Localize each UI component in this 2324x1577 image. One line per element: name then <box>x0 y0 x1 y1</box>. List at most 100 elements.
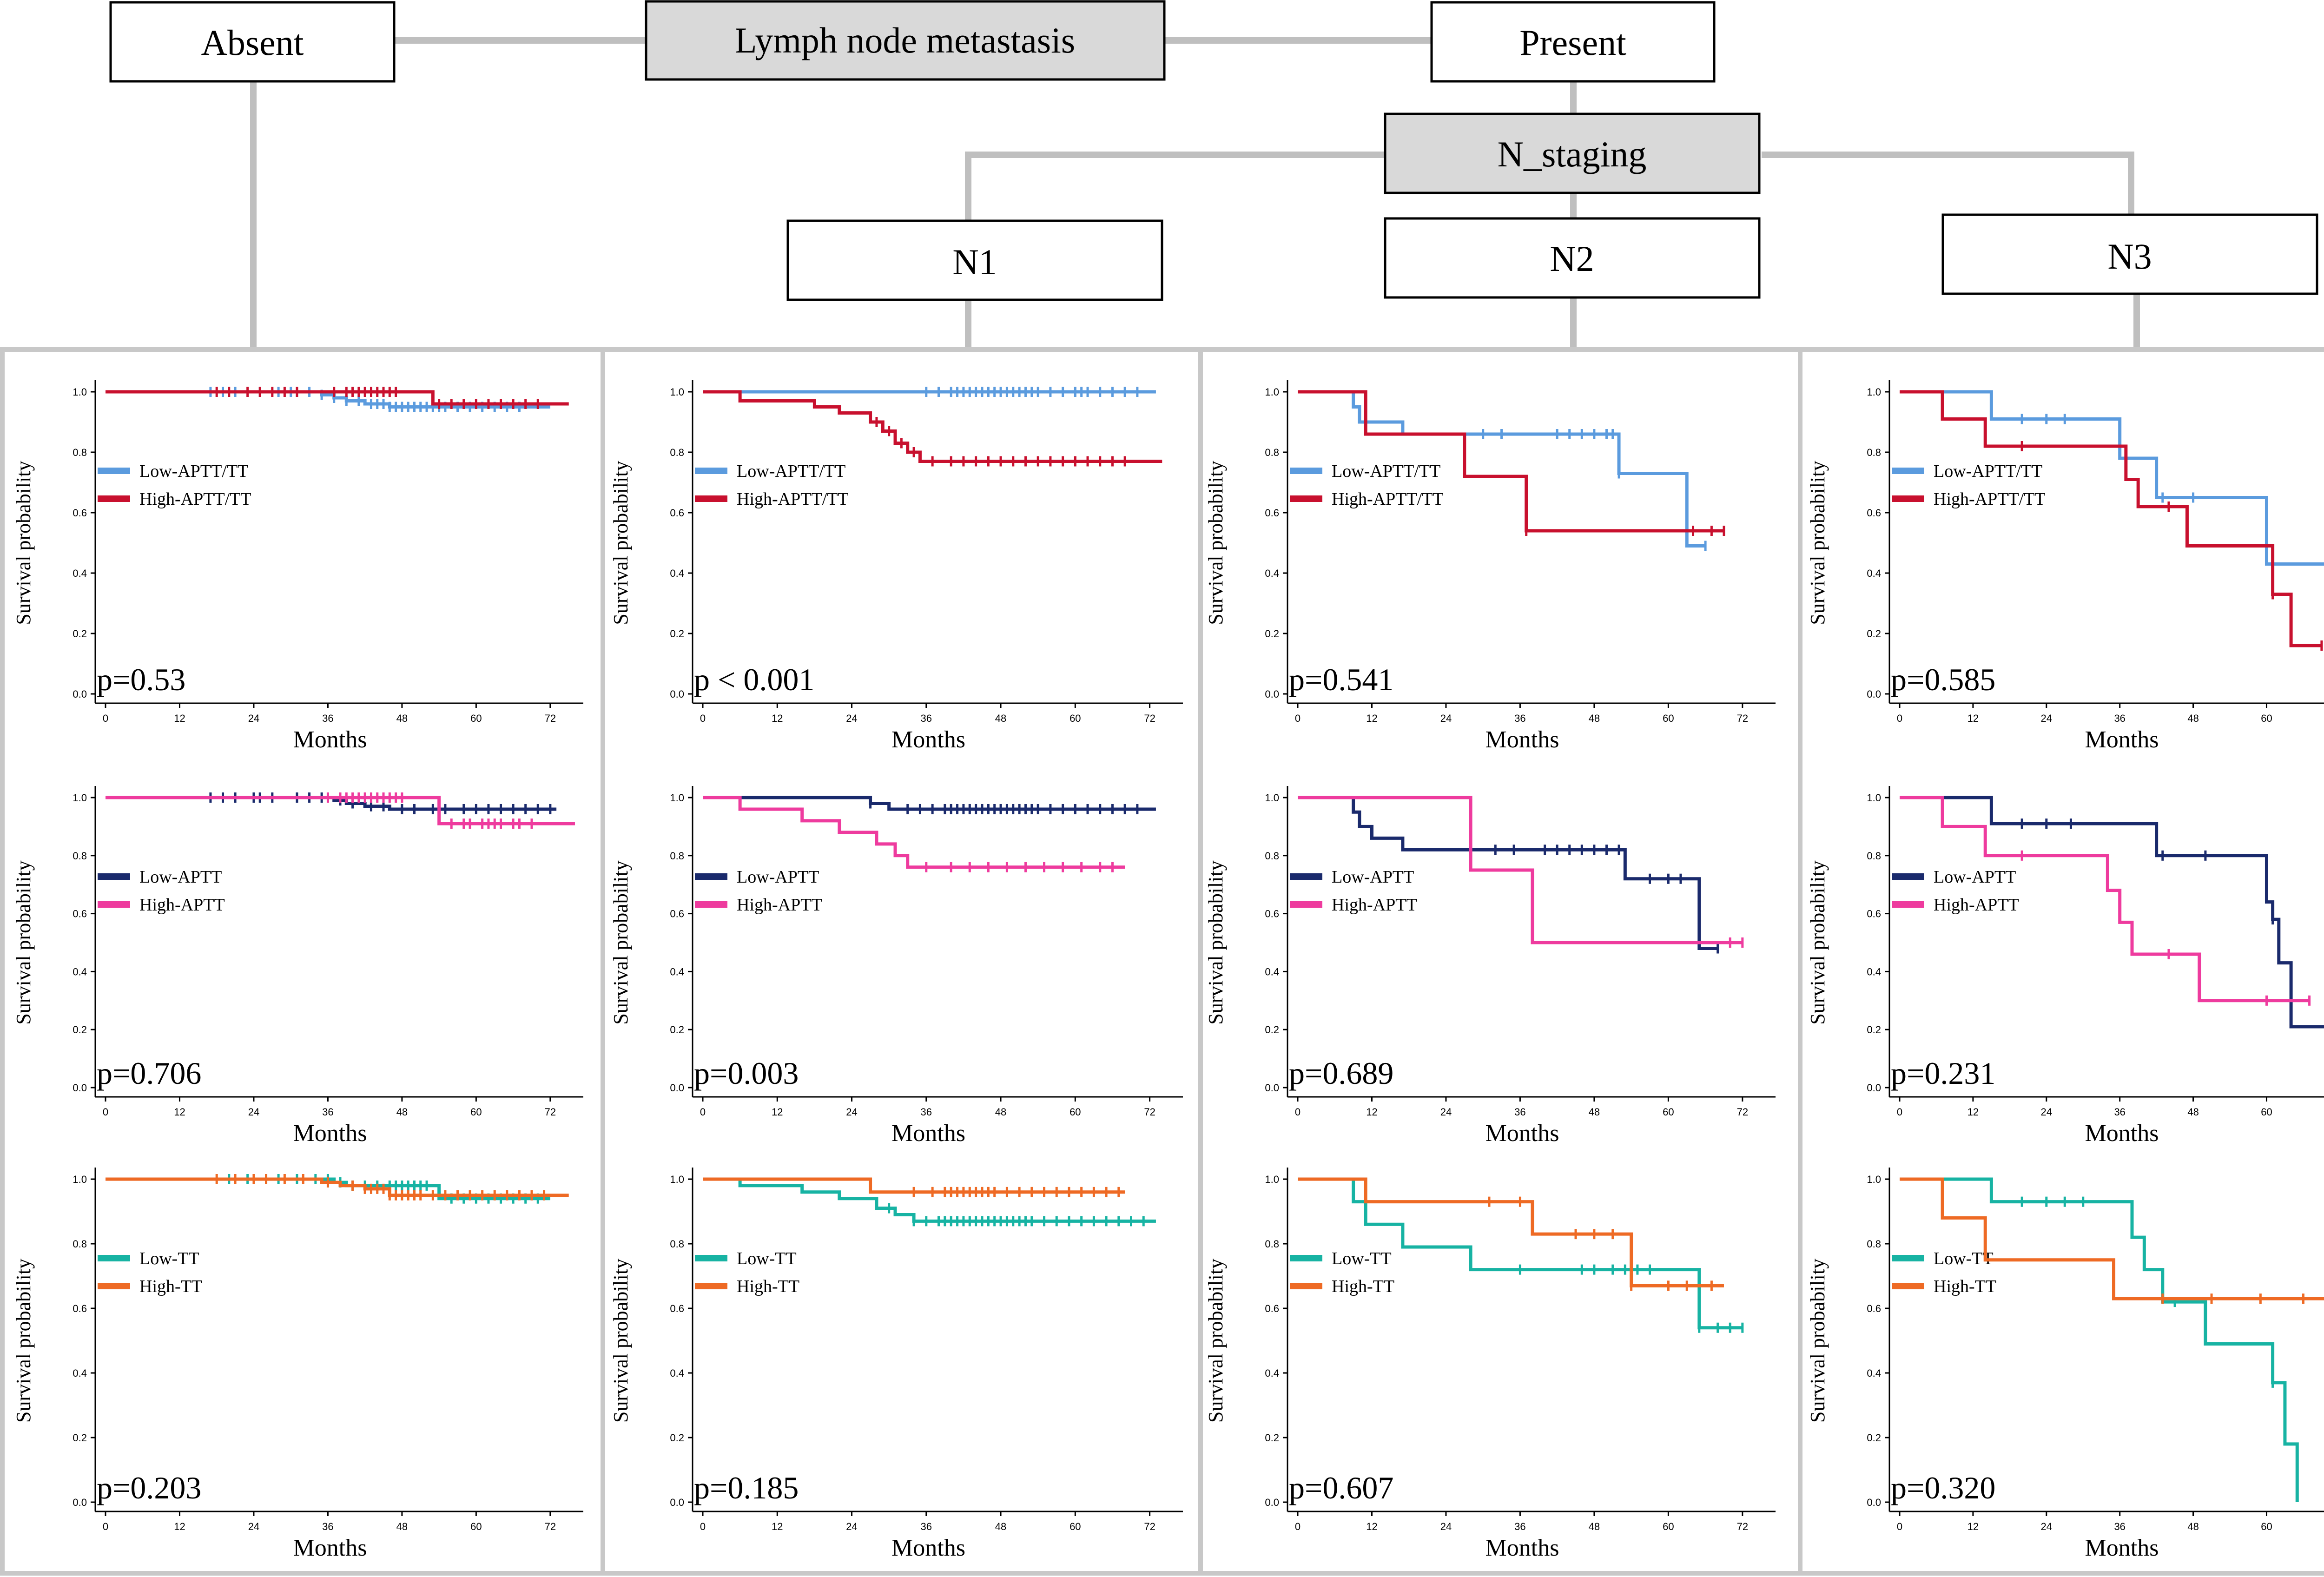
y-tick-label: 0.8 <box>1867 1238 1881 1250</box>
x-axis-label: Months <box>2085 726 2159 753</box>
legend-label: Low-TT <box>139 1249 199 1268</box>
p-value: p < 0.001 <box>694 662 814 697</box>
y-tick-label: 0.8 <box>670 850 684 862</box>
y-tick-label: 0.6 <box>1867 908 1881 920</box>
km-plot-n2-tt: 0.0 0.2 0.4 0.6 0.8 1.0 0 12 24 36 48 60 72 Months Sur… <box>1204 1168 1776 1561</box>
p-value: p=0.231 <box>1891 1056 1995 1091</box>
x-tick-label: 12 <box>1967 1521 1979 1532</box>
tree-node-staging: N_staging <box>1384 112 1761 194</box>
x-tick-label: 24 <box>2041 713 2052 724</box>
survival-curve <box>703 1177 1156 1223</box>
x-tick-label: 72 <box>545 713 556 724</box>
y-axis-label: Survival probability <box>12 461 35 625</box>
survival-curve <box>1900 390 2322 647</box>
x-axis-label: Months <box>2085 1535 2159 1561</box>
y-tick-label: 1.0 <box>73 792 87 804</box>
y-tick-label: 0.4 <box>1867 966 1881 977</box>
y-tick-label: 0.8 <box>1867 850 1881 862</box>
x-tick-label: 12 <box>1967 1106 1979 1118</box>
x-tick-label: 60 <box>2261 1521 2272 1532</box>
legend-label: Low-APTT <box>1332 867 1414 887</box>
series-high-tt <box>703 1177 1125 1197</box>
x-tick-label: 48 <box>2187 1106 2199 1118</box>
x-tick-label: 12 <box>772 1106 783 1118</box>
y-tick-label: 0.6 <box>1265 1303 1279 1314</box>
y-tick-label: 0.6 <box>670 908 684 920</box>
x-tick-label: 36 <box>1514 713 1525 724</box>
x-tick-label: 36 <box>2114 713 2125 724</box>
tree-node-present: Present <box>1430 1 1716 83</box>
y-tick-label: 0.4 <box>1265 567 1279 579</box>
legend-label: Low-APTT/TT <box>139 462 248 481</box>
y-tick-label: 0.2 <box>1265 628 1279 640</box>
node-box <box>645 0 1166 81</box>
series-high-aptt-tt <box>1298 390 1725 536</box>
y-tick-label: 0.4 <box>1265 1367 1279 1379</box>
series-low-aptt-tt <box>1298 390 1707 551</box>
legend-label: Low-APTT <box>737 867 819 887</box>
x-tick-label: 24 <box>1440 713 1452 724</box>
y-tick-label: 0.0 <box>1265 1497 1279 1508</box>
y-axis-label: Survival probability <box>609 860 632 1024</box>
x-tick-label: 60 <box>1663 1106 1674 1118</box>
y-tick-label: 0.8 <box>73 850 87 862</box>
y-tick-label: 0.6 <box>670 1303 684 1314</box>
y-tick-label: 0.4 <box>73 1367 87 1379</box>
km-plot-n3-tt: 0.00.20.40.60.81.00122436486072MonthsSur… <box>1806 1168 2324 1561</box>
y-tick-label: 0.0 <box>1265 1082 1279 1094</box>
y-tick-label: 1.0 <box>1265 386 1279 398</box>
x-tick-label: 36 <box>322 1106 333 1118</box>
p-value: p=0.203 <box>97 1470 201 1505</box>
y-tick-label: 0.2 <box>1867 1024 1881 1036</box>
y-tick-label: 0.4 <box>1265 966 1279 977</box>
x-tick-label: 24 <box>1440 1521 1452 1532</box>
legend-label: Low-TT <box>1934 1249 1994 1268</box>
x-tick-label: 12 <box>1366 1106 1377 1118</box>
series-high-tt <box>106 1174 569 1201</box>
series-low-aptt-tt <box>703 387 1156 397</box>
legend-label: High-TT <box>737 1277 799 1296</box>
y-tick-label: 1.0 <box>670 1174 684 1185</box>
x-tick-label: 60 <box>1663 1521 1674 1532</box>
x-tick-label: 12 <box>772 1521 783 1532</box>
x-tick-label: 0 <box>1897 1106 1902 1118</box>
y-tick-label: 0.4 <box>1867 1367 1881 1379</box>
x-tick-label: 36 <box>921 713 932 724</box>
legend-label: Low-APTT <box>1934 867 2016 887</box>
x-tick-label: 0 <box>1897 713 1902 724</box>
x-tick-label: 0 <box>103 1106 108 1118</box>
x-tick-label: 12 <box>772 713 783 724</box>
tree-node-n2: N2 <box>1384 217 1761 299</box>
y-tick-label: 0.4 <box>670 1367 684 1379</box>
series-low-tt <box>703 1177 1156 1227</box>
legend-label: Low-APTT/TT <box>1332 462 1440 481</box>
y-tick-label: 0.2 <box>670 628 684 640</box>
km-plot-n3-aptt: 0.00.20.40.60.81.00122436486072MonthsSur… <box>1806 786 2324 1147</box>
survival-curve <box>703 796 1125 869</box>
y-tick-label: 0.0 <box>1867 688 1881 700</box>
y-tick-label: 1.0 <box>1265 792 1279 804</box>
node-label: Present <box>1519 22 1626 63</box>
p-value: p=0.706 <box>97 1056 201 1091</box>
y-tick-label: 0.2 <box>1867 1432 1881 1444</box>
y-tick-label: 0.8 <box>670 447 684 458</box>
x-tick-label: 72 <box>1144 713 1155 724</box>
survival-curve <box>1900 390 2324 566</box>
series-high-aptt-tt <box>106 387 569 409</box>
y-tick-label: 0.4 <box>670 567 684 579</box>
x-tick-label: 48 <box>995 1106 1006 1118</box>
y-axis-label: Survival probability <box>12 1259 35 1423</box>
y-axis-label: Survival probability <box>1204 860 1227 1024</box>
km-plot-n3-apttt: 0.00.20.40.60.81.00122436486072MonthsSur… <box>1806 380 2324 753</box>
x-tick-label: 12 <box>174 1106 185 1118</box>
y-tick-label: 0.2 <box>1265 1432 1279 1444</box>
y-tick-label: 0.8 <box>1867 447 1881 458</box>
survival-curve <box>1298 390 1706 548</box>
legend-label: Low-APTT/TT <box>1934 462 2042 481</box>
x-tick-label: 12 <box>1366 1521 1377 1532</box>
legend-label: High-TT <box>1332 1277 1394 1296</box>
y-tick-label: 0.0 <box>1867 1497 1881 1508</box>
y-axis-label: Survival probability <box>609 461 632 625</box>
km-plot-absent-apttt: 0.0 0.2 0.4 0.6 0.8 1.0 0 12 24 36 48 60 72 Months Sur… <box>12 380 583 753</box>
